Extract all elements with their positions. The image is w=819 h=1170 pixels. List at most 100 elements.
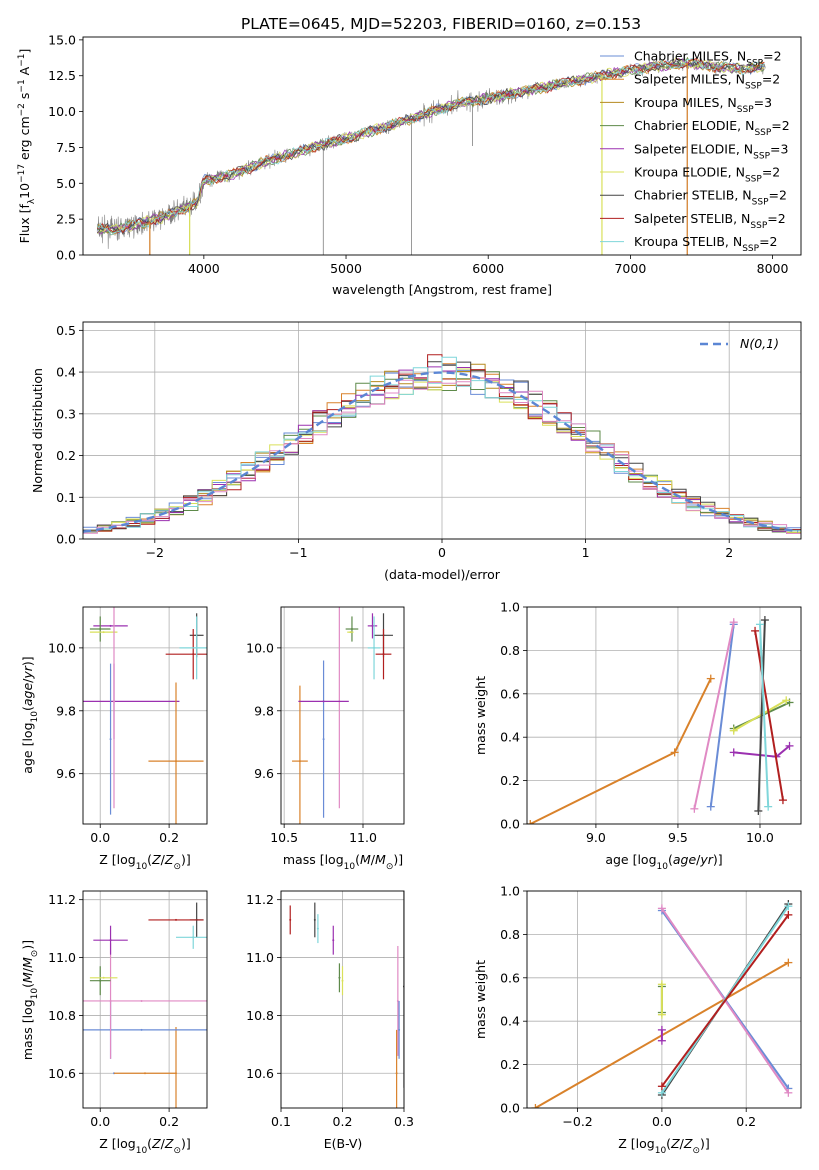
residuals-axes: −2 −1 0 1 2 0.0 0.1 0.2 0.3 0.4 0.5 (56, 322, 801, 560)
x-axis-label: Z [log10(Z/Z⊙)] (99, 852, 191, 872)
y-tick-label: 0.2 (56, 448, 76, 463)
massweight-vs-age-plot (527, 616, 794, 824)
spectrum-axes: 4000 5000 6000 7000 8000 0.0 2.5 5.0 7.5 10.0 12.5… (48, 32, 788, 276)
y-tick-label: 10.8 (246, 1008, 274, 1023)
y-tick-label: 10.0 (246, 640, 274, 655)
x-tick-label: 9.5 (668, 830, 688, 845)
normal-reference-curve (83, 371, 799, 533)
y-tick-label: 9.6 (254, 766, 274, 781)
x-tick-label: 0.2 (333, 1114, 353, 1129)
y-tick-label: 0.4 (56, 365, 76, 380)
weight-line-2 (693, 621, 735, 810)
legend-entry: Chabrier STELIB, NSSP=2 (634, 188, 787, 208)
y-tick-label: 9.6 (56, 766, 76, 781)
y-axis-label: Normed distribution (30, 368, 45, 493)
spectrum-frame (82, 36, 802, 256)
data-point (398, 1028, 401, 1031)
x-tick-label: 0 (438, 545, 446, 560)
y-axis-label: mass weight (473, 676, 488, 755)
y-tick-label: 0.6 (500, 970, 520, 985)
y-tick-label: 0.0 (500, 817, 520, 832)
x-tick-label: 6000 (472, 261, 504, 276)
age-vs-Z-plot (83, 607, 207, 824)
data-point (289, 918, 292, 921)
y-tick-label: 12.5 (48, 68, 76, 83)
x-tick-label: 0.0 (90, 830, 110, 845)
y-tick-label: 0.0 (56, 532, 76, 547)
x-tick-label: 1 (582, 545, 590, 560)
y-tick-label: 9.8 (254, 703, 274, 718)
x-tick-label: 0.1 (271, 1114, 291, 1129)
age-vs-Z-frame (82, 606, 208, 825)
x-tick-label: 10.5 (270, 830, 298, 845)
mass-vs-Z-plot (83, 902, 207, 1108)
x-tick-label: 5000 (330, 261, 362, 276)
y-tick-label: 0.6 (500, 686, 520, 701)
legend-entry: N(0,1) (740, 336, 779, 351)
y-tick-label: 0.1 (56, 490, 76, 505)
data-point (332, 939, 335, 942)
x-tick-label: −2 (146, 545, 164, 560)
age-vs-mass-plot (292, 607, 393, 824)
y-tick-label: 2.5 (56, 212, 76, 227)
weight-line-4 (733, 699, 787, 732)
y-tick-label: 0.8 (500, 643, 520, 658)
data-point (102, 976, 105, 979)
x-axis-label: (data-model)/error (384, 567, 501, 582)
y-tick-label: 0.0 (500, 1101, 520, 1116)
legend-entry: Salpeter MILES, NSSP=2 (634, 72, 780, 92)
x-tick-label: 8000 (757, 261, 789, 276)
y-tick-label: 11.2 (48, 892, 76, 907)
legend-entry: Chabrier MILES, NSSP=2 (634, 49, 782, 69)
data-point (371, 624, 374, 627)
data-point (109, 738, 112, 741)
legend-entry: Kroupa STELIB, NSSP=2 (634, 234, 778, 254)
data-point (396, 999, 399, 1002)
x-tick-label: 0.2 (159, 1114, 179, 1129)
x-tick-label: 9.0 (586, 830, 606, 845)
massweight-vs-Z-frame (526, 890, 802, 1109)
legend-entry: Kroupa ELODIE, NSSP=2 (634, 165, 780, 185)
y-tick-label: 0.2 (500, 1057, 520, 1072)
legend-entry: Kroupa MILES, NSSP=3 (634, 95, 772, 115)
legend-entry: Salpeter STELIB, NSSP=2 (634, 211, 786, 231)
data-point (322, 700, 325, 703)
data-point (373, 646, 376, 649)
data-point (109, 939, 112, 942)
data-point (192, 653, 195, 656)
x-tick-label: 11.0 (349, 830, 377, 845)
x-tick-label: 4000 (188, 261, 220, 276)
mass-vs-Z-axes: 0.0 0.2 10.6 10.8 11.0 11.2 (48, 891, 207, 1129)
x-tick-label: −0.2 (562, 1114, 592, 1129)
mass-vs-ebv-frame (280, 890, 405, 1109)
y-tick-label: 1.0 (500, 884, 520, 899)
y-tick-label: 10.6 (246, 1066, 274, 1081)
model-fit-7 (97, 58, 765, 234)
data-point (102, 631, 105, 634)
y-tick-label: 9.8 (56, 703, 76, 718)
y-tick-label: 7.5 (56, 140, 76, 155)
y-tick-label: 1.0 (500, 600, 520, 615)
x-tick-label: 10.0 (746, 830, 774, 845)
data-point (338, 976, 341, 979)
x-axis-label: age [log10(age/yr)] (605, 852, 722, 872)
spectrum-legend: Chabrier MILES, NSSP=2 Salpeter MILES, NS… (600, 49, 790, 254)
x-tick-label: 2 (725, 545, 733, 560)
mass-vs-Z-frame (82, 890, 208, 1109)
y-tick-label: 15.0 (48, 32, 76, 47)
y-tick-label: 11.0 (48, 950, 76, 965)
data-point (140, 1028, 143, 1031)
data-point (341, 979, 344, 982)
massweight-vs-age-frame (526, 606, 802, 825)
weight-line-8 (759, 624, 770, 807)
data-point (175, 918, 177, 921)
data-point (144, 1072, 146, 1075)
data-point (395, 1072, 398, 1075)
weight-line-7 (754, 630, 784, 801)
data-point (99, 628, 102, 631)
weight-line-6 (757, 619, 766, 812)
y-tick-label: 0.4 (500, 730, 520, 745)
y-axis-label: mass [log10(M/M⊙)] (20, 940, 40, 1060)
y-tick-label: 11.0 (246, 950, 274, 965)
y-axis-label: age [log10(age/yr)] (20, 656, 40, 773)
